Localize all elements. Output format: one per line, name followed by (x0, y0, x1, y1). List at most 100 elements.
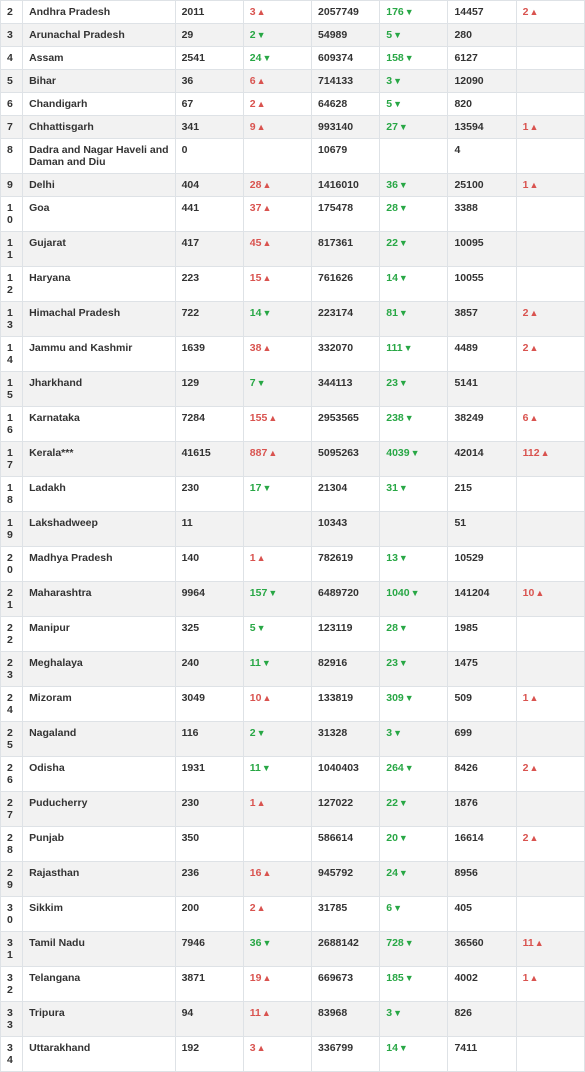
cell-state: Bihar (23, 70, 176, 93)
cell-c6: 23 ▼ (380, 372, 448, 407)
cell-c6: 111 ▼ (380, 337, 448, 372)
cell-c5: 761626 (312, 267, 380, 302)
cell-c6: 158 ▼ (380, 47, 448, 70)
cell-index: 11 (1, 232, 23, 267)
cell-c7: 6127 (448, 47, 516, 70)
cell-index: 15 (1, 372, 23, 407)
cell-c7: 3857 (448, 302, 516, 337)
delta-down: 2 ▼ (250, 29, 266, 41)
arrow-up-icon: ▲ (262, 181, 271, 190)
cell-c4: 887 ▲ (243, 442, 311, 477)
delta-down: 158 ▼ (386, 52, 413, 64)
arrow-down-icon: ▼ (399, 274, 408, 283)
cell-state: Punjab (23, 827, 176, 862)
cell-c3: 129 (175, 372, 243, 407)
table-row: 30Sikkim2002 ▲317856 ▼405 (1, 897, 585, 932)
delta-up: 3 ▲ (250, 1042, 266, 1054)
cell-index: 17 (1, 442, 23, 477)
cell-index: 21 (1, 582, 23, 617)
cell-state: Manipur (23, 617, 176, 652)
table-row: 11Gujarat41745 ▲81736122 ▼10095 (1, 232, 585, 267)
delta-down: 309 ▼ (386, 692, 413, 704)
arrow-up-icon: ▲ (262, 274, 271, 283)
arrow-down-icon: ▼ (257, 729, 266, 738)
cell-c7: 36560 (448, 932, 516, 967)
cell-c5: 817361 (312, 232, 380, 267)
cell-state: Dadra and Nagar Haveli and Daman and Diu (23, 139, 176, 174)
cell-c5: 344113 (312, 372, 380, 407)
cell-c4: 155 ▲ (243, 407, 311, 442)
delta-down: 728 ▼ (386, 937, 413, 949)
cell-c8: 11 ▲ (516, 932, 584, 967)
table-row: 34Uttarakhand1923 ▲33679914 ▼7411 (1, 1037, 585, 1072)
delta-down: 13 ▼ (386, 552, 408, 564)
cell-c8 (516, 139, 584, 174)
cell-state: Arunachal Pradesh (23, 24, 176, 47)
cell-c4: 10 ▲ (243, 687, 311, 722)
cell-c7: 16614 (448, 827, 516, 862)
cell-c4: 37 ▲ (243, 197, 311, 232)
cell-c8 (516, 792, 584, 827)
cell-index: 7 (1, 116, 23, 139)
cell-state: Tripura (23, 1002, 176, 1037)
cell-c3: 3871 (175, 967, 243, 1002)
cell-c7: 8426 (448, 757, 516, 792)
cell-index: 5 (1, 70, 23, 93)
arrow-down-icon: ▼ (399, 554, 408, 563)
cell-state: Delhi (23, 174, 176, 197)
arrow-down-icon: ▼ (262, 764, 271, 773)
arrow-down-icon: ▼ (399, 239, 408, 248)
arrow-up-icon: ▲ (262, 239, 271, 248)
cell-c6: 6 ▼ (380, 897, 448, 932)
cell-c3: 1931 (175, 757, 243, 792)
cell-state: Lakshadweep (23, 512, 176, 547)
cell-c7: 1985 (448, 617, 516, 652)
table-row: 22Manipur3255 ▼12311928 ▼1985 (1, 617, 585, 652)
cell-c7: 215 (448, 477, 516, 512)
delta-down: 28 ▼ (386, 202, 408, 214)
delta-up: 11 ▲ (523, 937, 544, 949)
cell-c5: 123119 (312, 617, 380, 652)
cell-c5: 31328 (312, 722, 380, 757)
cell-c4: 3 ▲ (243, 1037, 311, 1072)
cell-c3: 404 (175, 174, 243, 197)
delta-down: 5 ▼ (386, 98, 402, 110)
cell-c7: 4489 (448, 337, 516, 372)
arrow-up-icon: ▲ (530, 344, 539, 353)
table-row: 21Maharashtra9964157 ▼64897201040 ▼14120… (1, 582, 585, 617)
table-row: 24Mizoram304910 ▲133819309 ▼5091 ▲ (1, 687, 585, 722)
cell-c3: 9964 (175, 582, 243, 617)
cell-c3: 223 (175, 267, 243, 302)
cell-c8 (516, 232, 584, 267)
cell-c5: 64628 (312, 93, 380, 116)
cell-c8: 1 ▲ (516, 174, 584, 197)
arrow-up-icon: ▲ (257, 1044, 266, 1053)
arrow-up-icon: ▲ (530, 694, 539, 703)
delta-down: 2 ▼ (250, 727, 266, 739)
cell-state: Kerala*** (23, 442, 176, 477)
cell-c8 (516, 862, 584, 897)
arrow-up-icon: ▲ (257, 100, 266, 109)
delta-up: 19 ▲ (250, 972, 272, 984)
cell-c4: 28 ▲ (243, 174, 311, 197)
cell-c5: 10679 (312, 139, 380, 174)
arrow-up-icon: ▲ (262, 694, 271, 703)
cell-c4: 9 ▲ (243, 116, 311, 139)
cell-c3: 2541 (175, 47, 243, 70)
delta-up: 2 ▲ (523, 832, 539, 844)
arrow-up-icon: ▲ (535, 589, 544, 598)
cell-c8: 2 ▲ (516, 302, 584, 337)
arrow-down-icon: ▼ (399, 379, 408, 388)
cell-c6: 24 ▼ (380, 862, 448, 897)
arrow-down-icon: ▼ (262, 484, 271, 493)
arrow-down-icon: ▼ (399, 309, 408, 318)
cell-c7: 8956 (448, 862, 516, 897)
cell-c6: 5 ▼ (380, 93, 448, 116)
cell-c6: 728 ▼ (380, 932, 448, 967)
table-row: 8Dadra and Nagar Haveli and Daman and Di… (1, 139, 585, 174)
table-row: 7Chhattisgarh3419 ▲99314027 ▼135941 ▲ (1, 116, 585, 139)
cell-c8 (516, 722, 584, 757)
delta-down: 14 ▼ (386, 272, 408, 284)
cell-c8 (516, 267, 584, 302)
cell-c5: 5095263 (312, 442, 380, 477)
